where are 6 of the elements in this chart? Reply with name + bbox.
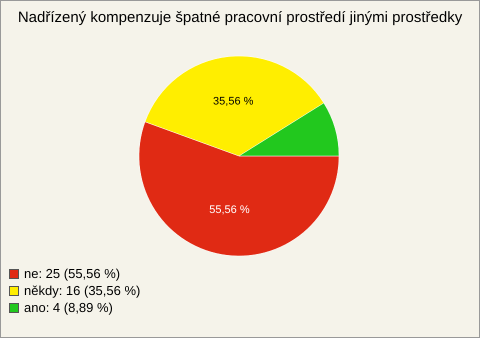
data-label: 55,56 % bbox=[209, 204, 250, 216]
legend-label: ne: 25 (55,56 %) bbox=[24, 266, 120, 281]
legend-label: ano: 4 (8,89 %) bbox=[24, 300, 113, 315]
chart-title: Nadřízený kompenzuje špatné pracovní prostředí jinými prostředky bbox=[16, 9, 464, 26]
legend-label: někdy: 16 (35,56 %) bbox=[24, 283, 140, 298]
data-label: 35,56 % bbox=[213, 95, 254, 108]
